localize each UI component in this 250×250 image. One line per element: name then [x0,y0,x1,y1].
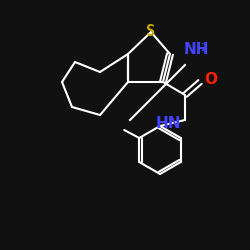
Text: NH: NH [184,42,210,58]
Text: HN: HN [156,116,181,132]
Text: 2: 2 [200,43,207,53]
Text: O: O [204,72,217,88]
Text: S: S [146,24,156,40]
